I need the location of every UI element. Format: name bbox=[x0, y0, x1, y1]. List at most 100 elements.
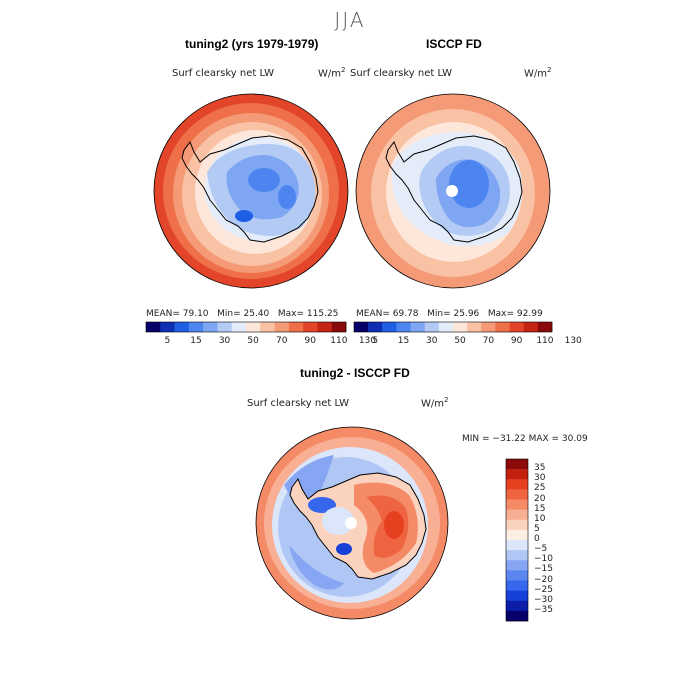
colorbar-swatch bbox=[274, 322, 290, 332]
colorbar-swatch bbox=[506, 489, 528, 500]
model-blue-patch-b bbox=[278, 185, 296, 209]
colorbar-swatch bbox=[481, 322, 496, 332]
colorbar-swatch bbox=[506, 529, 528, 541]
colorbar-swatch bbox=[506, 459, 528, 470]
colorbar-swatch bbox=[424, 322, 440, 332]
colorbar-swatch bbox=[453, 322, 468, 332]
colorbar-tick-label: 110 bbox=[536, 336, 554, 346]
colorbar-tick-label: 10 bbox=[534, 513, 546, 524]
model-variable-label: Surf clearsky net LW bbox=[172, 68, 275, 79]
season-title: JJA bbox=[334, 8, 366, 32]
diff-polar-map bbox=[255, 426, 449, 620]
colorbar-tick-label: 5 bbox=[372, 336, 379, 346]
diff-antarctica-outline bbox=[289, 472, 427, 580]
colorbar-swatch bbox=[523, 322, 539, 332]
diff-cool-patch-a bbox=[308, 497, 336, 513]
colorbar-tick-label: −5 bbox=[534, 544, 548, 555]
colorbar-swatch bbox=[303, 322, 318, 332]
colorbar-tick-label: 15 bbox=[190, 336, 202, 346]
colorbar-swatch bbox=[509, 322, 525, 332]
diff-range-text: MIN = −31.22 MAX = 30.09 bbox=[462, 434, 588, 444]
colorbar-tick-label: 130 bbox=[358, 336, 377, 346]
colorbar-swatch bbox=[506, 610, 528, 622]
colorbar-swatch bbox=[246, 322, 261, 332]
colorbar-tick-label: 30 bbox=[534, 473, 546, 484]
colorbar-tick-label: −25 bbox=[534, 584, 553, 595]
colorbar-swatch bbox=[467, 322, 482, 332]
colorbar-swatch bbox=[354, 322, 369, 332]
colorbar-tick-label: 130 bbox=[564, 336, 582, 346]
colorbar-swatch bbox=[506, 540, 528, 551]
diff-cool-patch-b bbox=[336, 543, 352, 555]
diff-colorbar-ticks: 35 30 25 20 15 10 5 0 −5 −10 −15 −20 −25 −30 −35 bbox=[534, 459, 574, 621]
colorbar-swatch bbox=[506, 560, 528, 571]
colorbar-tick-label: −10 bbox=[534, 554, 553, 565]
colorbar-swatch bbox=[317, 322, 333, 332]
diff-pole-hole bbox=[345, 517, 357, 529]
diff-colorbar bbox=[505, 458, 529, 622]
obs-pole-hole bbox=[446, 185, 458, 197]
colorbar-swatch bbox=[331, 322, 347, 332]
colorbar-tick-label: 70 bbox=[275, 336, 288, 346]
obs-panel-title: ISCCP FD bbox=[426, 37, 482, 51]
obs-variable-label: Surf clearsky net LW bbox=[350, 68, 453, 79]
colorbar-tick-label: 20 bbox=[534, 493, 546, 504]
colorbar-swatch bbox=[506, 590, 528, 602]
colorbar-tick-label: −15 bbox=[534, 564, 553, 575]
colorbar-tick-label: 0 bbox=[534, 534, 540, 544]
diff-cool-patch-c bbox=[322, 507, 354, 535]
colorbar-swatch bbox=[203, 322, 218, 332]
colorbar-swatch bbox=[495, 322, 510, 332]
colorbar-tick-label: 50 bbox=[454, 336, 466, 346]
model-polar-map bbox=[153, 93, 349, 289]
colorbar-tick-label: 35 bbox=[534, 463, 546, 474]
colorbar-swatch bbox=[506, 509, 528, 521]
colorbar-swatch bbox=[231, 322, 247, 332]
colorbar-swatch bbox=[506, 499, 528, 510]
colorbar-tick-label: −20 bbox=[534, 574, 553, 585]
diff-unit-label: W/m2 bbox=[421, 396, 449, 410]
obs-unit-label: W/m2 bbox=[524, 66, 552, 80]
model-colorbar-ticks: 5 15 30 50 70 90 110 130 bbox=[146, 336, 376, 348]
colorbar-swatch bbox=[506, 469, 528, 480]
colorbar-tick-label: 15 bbox=[534, 503, 546, 514]
colorbar-tick-label: 30 bbox=[426, 336, 438, 346]
colorbar-tick-label: 90 bbox=[510, 336, 523, 346]
obs-blue-patch bbox=[449, 160, 489, 208]
colorbar-swatch bbox=[506, 550, 528, 561]
model-colorbar bbox=[145, 321, 347, 333]
diff-ocean-blue-b bbox=[289, 545, 344, 590]
colorbar-tick-label: 30 bbox=[218, 336, 231, 346]
model-panel-title: tuning2 (yrs 1979-1979) bbox=[185, 37, 319, 51]
model-blue-patch-a bbox=[248, 168, 280, 192]
model-antarctica-outline bbox=[181, 135, 319, 243]
colorbar-tick-label: 15 bbox=[397, 336, 410, 346]
colorbar-swatch bbox=[382, 322, 397, 332]
obs-colorbar bbox=[353, 321, 553, 333]
colorbar-tick-label: 5 bbox=[534, 523, 540, 534]
obs-colorbar-ticks: 5 15 30 50 70 90 110 130 bbox=[354, 336, 581, 348]
colorbar-swatch bbox=[260, 322, 275, 332]
colorbar-swatch bbox=[410, 322, 426, 332]
colorbar-tick-label: −35 bbox=[534, 604, 553, 615]
colorbar-tick-label: −30 bbox=[534, 594, 553, 605]
model-blue-patch-c bbox=[235, 210, 253, 222]
model-stats: MEAN= 79.10 Min= 25.40 Max= 115.25 bbox=[146, 309, 339, 319]
colorbar-swatch bbox=[506, 580, 528, 591]
colorbar-tick-label: 70 bbox=[482, 336, 495, 346]
colorbar-swatch bbox=[506, 570, 528, 581]
colorbar-tick-label: 5 bbox=[164, 336, 171, 346]
colorbar-swatch bbox=[396, 322, 411, 332]
colorbar-swatch bbox=[506, 479, 528, 490]
obs-stats: MEAN= 69.78 Min= 25.96 Max= 92.99 bbox=[356, 309, 543, 319]
colorbar-swatch bbox=[160, 322, 175, 332]
colorbar-swatch bbox=[174, 322, 190, 332]
colorbar-swatch bbox=[288, 322, 304, 332]
colorbar-swatch bbox=[368, 322, 383, 332]
diff-variable-label: Surf clearsky net LW bbox=[247, 398, 350, 409]
colorbar-tick-label: 25 bbox=[534, 483, 546, 494]
colorbar-tick-label: 110 bbox=[330, 336, 348, 346]
colorbar-swatch bbox=[188, 322, 204, 332]
colorbar-tick-label: 50 bbox=[247, 336, 259, 346]
colorbar-swatch bbox=[506, 519, 528, 531]
